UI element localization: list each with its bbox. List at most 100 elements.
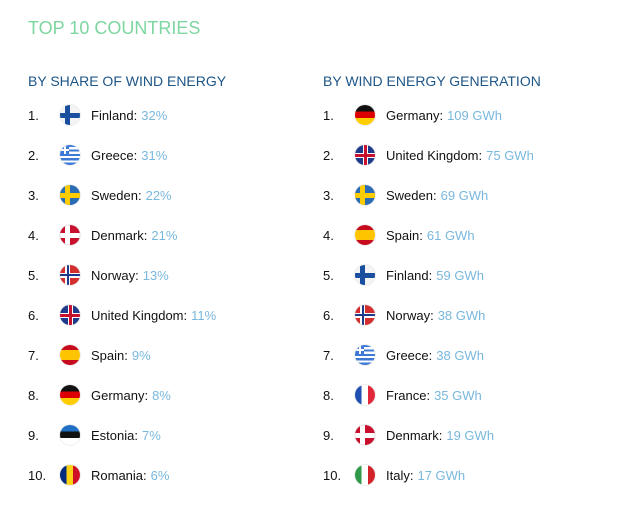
flag-dk-icon bbox=[355, 425, 375, 445]
share-heading: BY SHARE OF WIND ENERGY bbox=[28, 73, 227, 89]
country-value: 11% bbox=[191, 307, 217, 323]
list-item: 3. Sweden: 22% bbox=[28, 175, 226, 215]
list-item: 10. Romania: 6% bbox=[28, 455, 226, 495]
rank: 10. bbox=[323, 467, 342, 483]
country-name: Sweden: bbox=[91, 187, 142, 203]
rank: 1. bbox=[28, 107, 39, 123]
country-name: Italy: bbox=[386, 467, 414, 483]
country-name: Finland: bbox=[386, 267, 433, 283]
country-name: Denmark: bbox=[91, 227, 148, 243]
list-item: 1. Germany: 109 GWh bbox=[323, 95, 541, 135]
flag-es-icon bbox=[60, 345, 80, 365]
list-item: 5. Norway: 13% bbox=[28, 255, 226, 295]
country-value: 19 GWh bbox=[446, 427, 495, 443]
page-title: TOP 10 COUNTRIES bbox=[28, 18, 201, 38]
flag-de-icon bbox=[60, 385, 80, 405]
country-value: 8% bbox=[152, 387, 171, 403]
country-name: France: bbox=[386, 387, 431, 403]
generation-heading: BY WIND ENERGY GENERATION bbox=[323, 73, 541, 89]
list-item: 7. Greece: 38 GWh bbox=[323, 335, 541, 375]
rank: 2. bbox=[28, 147, 39, 163]
list-item: 9. Denmark: 19 GWh bbox=[323, 415, 541, 455]
country-value: 9% bbox=[131, 347, 151, 363]
list-item: 1. Finland: 32% bbox=[28, 95, 226, 135]
country-value: 38 GWh bbox=[436, 347, 484, 363]
rank: 4. bbox=[323, 227, 334, 243]
rank: 9. bbox=[323, 427, 334, 443]
rank: 8. bbox=[28, 387, 39, 403]
country-value: 35 GWh bbox=[434, 387, 482, 403]
flag-fi-icon bbox=[60, 105, 80, 125]
flag-gb-icon bbox=[355, 145, 375, 165]
rank: 9. bbox=[28, 427, 39, 443]
country-name: Norway: bbox=[386, 307, 434, 323]
flag-no-icon bbox=[60, 265, 80, 285]
country-value: 59 GWh bbox=[436, 267, 484, 283]
rank: 7. bbox=[323, 347, 334, 363]
rank: 5. bbox=[28, 267, 39, 283]
country-name: Norway: bbox=[91, 267, 139, 283]
country-name: Romania: bbox=[91, 467, 147, 483]
list-item: 5. Finland: 59 GWh bbox=[323, 255, 541, 295]
country-value: 109 GWh bbox=[447, 107, 502, 123]
country-value: 69 GWh bbox=[440, 187, 489, 203]
rank: 7. bbox=[28, 347, 39, 363]
country-name: Greece: bbox=[386, 347, 433, 363]
country-name: Spain: bbox=[386, 227, 423, 243]
country-name: Denmark: bbox=[386, 427, 443, 443]
country-value: 32% bbox=[141, 107, 168, 123]
country-value: 13% bbox=[142, 267, 169, 283]
country-name: Sweden: bbox=[386, 187, 437, 203]
flag-es-icon bbox=[355, 225, 375, 245]
country-value: 17 GWh bbox=[417, 467, 466, 483]
list-item: 4. Spain: 61 GWh bbox=[323, 215, 541, 255]
country-value: 21% bbox=[151, 227, 178, 243]
rank: 6. bbox=[28, 307, 39, 323]
rank: 2. bbox=[323, 147, 334, 163]
flag-it-icon bbox=[355, 465, 375, 485]
country-value: 31% bbox=[141, 147, 168, 163]
flag-se-icon bbox=[60, 185, 80, 205]
country-value: 6% bbox=[150, 467, 170, 483]
flag-no-icon bbox=[355, 305, 375, 325]
country-name: Greece: bbox=[91, 147, 138, 163]
flag-fi-icon bbox=[355, 265, 375, 285]
country-name: Germany: bbox=[91, 387, 149, 403]
rank: 10. bbox=[28, 467, 47, 483]
country-value: 75 GWh bbox=[486, 147, 534, 163]
list-item: 4. Denmark: 21% bbox=[28, 215, 226, 255]
list-item: 3. Sweden: 69 GWh bbox=[323, 175, 541, 215]
rank: 8. bbox=[323, 387, 334, 403]
country-name: Estonia: bbox=[91, 427, 138, 443]
rank: 5. bbox=[323, 267, 334, 283]
country-value: 7% bbox=[141, 427, 161, 443]
country-name: Finland: bbox=[91, 107, 138, 123]
share-list: BY SHARE OF WIND ENERGY 1. Finland: 32% 2. G… bbox=[28, 73, 226, 495]
country-name: United Kingdom: bbox=[91, 307, 188, 323]
country-value: 38 GWh bbox=[437, 307, 486, 323]
list-item: 6. Norway: 38 GWh bbox=[323, 295, 541, 335]
flag-se-icon bbox=[355, 185, 375, 205]
rank: 6. bbox=[323, 307, 334, 323]
list-item: 6. United Kingdom: 11% bbox=[28, 295, 226, 335]
flag-fr-icon bbox=[355, 385, 375, 405]
rank: 1. bbox=[323, 107, 334, 123]
country-value: 22% bbox=[145, 187, 172, 203]
flag-gr-icon bbox=[355, 345, 375, 365]
country-name: United Kingdom: bbox=[386, 147, 483, 163]
flag-ro-icon bbox=[60, 465, 80, 485]
flag-gr-icon bbox=[60, 145, 80, 165]
list-item: 9. Estonia: 7% bbox=[28, 415, 226, 455]
list-item: 7. Spain: 9% bbox=[28, 335, 226, 375]
country-name: Spain: bbox=[91, 347, 128, 363]
flag-ee-icon bbox=[60, 425, 80, 445]
country-value: 61 GWh bbox=[426, 227, 475, 243]
rank: 3. bbox=[323, 187, 334, 203]
rank: 3. bbox=[28, 187, 39, 203]
list-item: 8. Germany: 8% bbox=[28, 375, 226, 415]
generation-list: BY WIND ENERGY GENERATION 1. Germany: 109 … bbox=[323, 73, 541, 495]
flag-dk-icon bbox=[60, 225, 80, 245]
flag-gb-icon bbox=[60, 305, 80, 325]
rank: 4. bbox=[28, 227, 39, 243]
list-item: 8. France: 35 GWh bbox=[323, 375, 541, 415]
